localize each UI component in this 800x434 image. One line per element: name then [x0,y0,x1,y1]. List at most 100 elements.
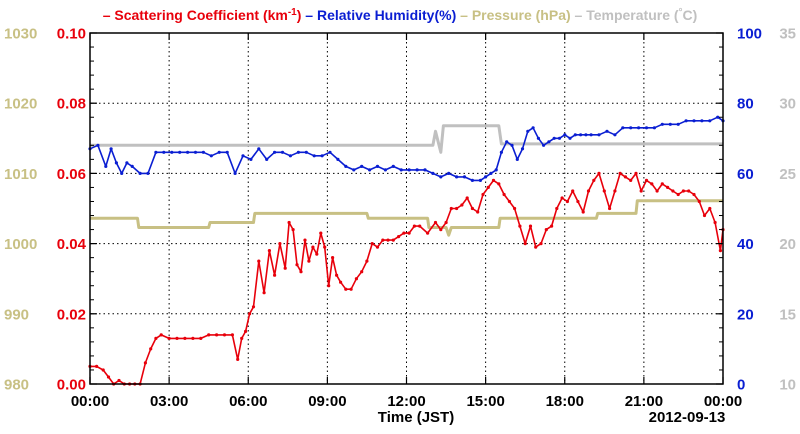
data-point [597,133,601,137]
data-point [397,235,401,239]
data-point [267,249,271,253]
x-tick-label: 00:00 [71,393,109,410]
data-point [230,333,234,337]
data-point [339,280,343,284]
data-point [175,336,179,340]
data-point [381,238,385,242]
data-point [120,171,124,175]
data-point [95,364,99,368]
data-point [304,150,308,154]
legend-entry-text: – Relative Humidity(%) [301,7,456,23]
data-point [497,182,501,186]
grid [90,33,723,384]
series-temperature [90,124,723,154]
data-point [597,171,601,175]
y-tick-label-temperature: 35 [779,26,796,43]
data-point [494,168,498,172]
legend-entry-text: – Scattering Coefficient (km [103,7,288,23]
data-point [708,119,712,123]
data-point [639,189,643,193]
data-point [565,199,570,204]
data-point [629,126,633,130]
data-point [439,228,443,232]
x-tick-label: 12:00 [387,393,425,410]
data-point [586,189,591,193]
data-point [296,150,300,154]
data-point [460,203,464,207]
data-point [328,150,332,154]
data-point [240,336,244,340]
data-point [101,368,105,372]
data-point [344,164,348,168]
data-point [563,133,567,137]
data-point [225,150,229,154]
data-point [299,270,303,274]
data-point [534,245,538,249]
x-axis-title: Time (JST) [378,409,454,426]
data-point [491,178,496,182]
data-point [249,157,253,161]
data-point [178,150,182,154]
data-point [209,154,213,158]
data-point [660,182,664,186]
data-point [470,206,474,211]
data-point [613,189,617,193]
data-point [319,231,323,235]
data-point [407,168,411,172]
data-point [655,189,659,193]
data-point [629,178,633,182]
data-point [236,357,240,361]
data-point [520,147,525,151]
y-tick-label-humidity: 80 [737,96,754,113]
data-point [644,178,649,182]
data-point [621,126,625,130]
data-point [484,175,488,179]
data-point [455,175,459,179]
data-point [539,242,543,246]
data-point [423,168,427,172]
data-point [684,119,688,123]
data-point [476,210,480,214]
data-point [634,171,638,175]
y-tick-label-temperature: 25 [779,166,796,183]
data-point [589,133,593,137]
y-tick-label-temperature: 10 [779,377,796,394]
data-point [571,189,575,193]
series-pressure [90,199,723,237]
data-point [518,224,522,228]
data-point [592,178,596,182]
y-tick-label-scattering: 0.04 [57,236,87,253]
data-point [217,150,221,154]
data-point [130,164,134,168]
legend-entry-text: – Temperature ( [571,7,679,23]
legend-entry-text: -1 [288,7,297,18]
data-point [146,171,150,175]
data-point [668,122,672,126]
data-point [531,126,535,130]
data-point [542,143,546,147]
y-tick-label-pressure: 1010 [4,166,37,183]
data-point [287,220,291,225]
data-point [167,336,171,340]
data-point [257,147,261,151]
x-tick-label: 15:00 [466,393,504,410]
data-point [412,224,416,228]
data-point [273,273,277,277]
series-line [90,199,723,237]
data-point [354,277,358,281]
data-point [201,150,205,154]
data-point [278,242,282,246]
data-point [702,213,707,218]
data-point [644,126,649,130]
data-point [513,206,517,211]
data-point [536,136,541,140]
data-point [652,126,657,130]
data-point [215,333,219,337]
data-point [207,333,211,337]
data-point [368,168,372,172]
data-point [149,347,153,351]
data-point [502,192,506,197]
y-tick-label-temperature: 30 [779,96,796,113]
data-point [143,361,147,365]
x-tick-label: 03:00 [150,393,188,410]
